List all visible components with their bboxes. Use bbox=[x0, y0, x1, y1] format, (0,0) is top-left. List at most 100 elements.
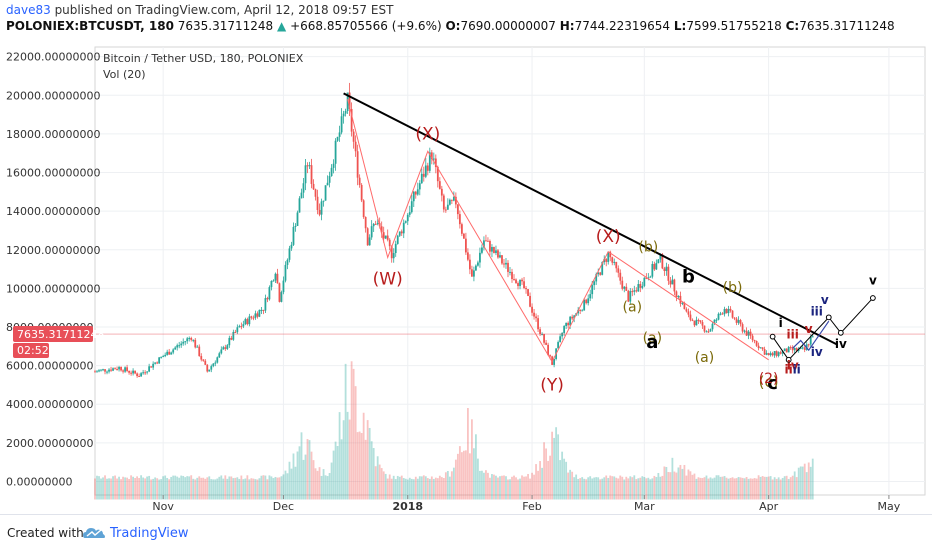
candle-body bbox=[166, 351, 169, 355]
candle-body bbox=[503, 263, 505, 265]
volume-bar bbox=[298, 446, 301, 500]
volume-bar bbox=[374, 466, 377, 500]
volume-bar bbox=[320, 475, 323, 500]
candle-body bbox=[172, 349, 175, 353]
candle-body bbox=[230, 337, 233, 340]
candle-body bbox=[340, 116, 343, 133]
volume-bar bbox=[338, 412, 341, 500]
candle-body bbox=[477, 262, 479, 266]
volume-bar bbox=[152, 478, 155, 500]
volume-bar bbox=[715, 475, 718, 500]
candle-body bbox=[767, 353, 770, 356]
volume-bar bbox=[771, 479, 774, 500]
volume-bar bbox=[779, 479, 782, 500]
price-tick-label: 6000.00000000 bbox=[6, 360, 93, 373]
volume-bar bbox=[120, 479, 122, 500]
candle-body bbox=[244, 319, 247, 325]
candle-body bbox=[651, 263, 654, 277]
volume-bar bbox=[170, 476, 173, 500]
time-tick-label: Feb bbox=[522, 500, 541, 513]
volume-bar bbox=[575, 474, 578, 500]
candle-body bbox=[350, 108, 353, 132]
candle-body bbox=[300, 192, 303, 199]
candle-body bbox=[146, 371, 149, 373]
price-axis[interactable]: 22000.00000000 20000.00000000 18000.000000… bbox=[6, 51, 100, 489]
volume-bar bbox=[585, 479, 588, 500]
candle-body bbox=[781, 351, 784, 354]
candle-body bbox=[537, 318, 539, 330]
open-value: 7690.00000007 bbox=[460, 19, 556, 33]
candle-body bbox=[491, 247, 493, 252]
author-link[interactable]: dave83 bbox=[6, 3, 51, 17]
candle-body bbox=[144, 372, 147, 374]
volume-bar bbox=[382, 471, 385, 500]
candle-body bbox=[529, 295, 531, 307]
footer: Created with TradingView bbox=[0, 514, 932, 551]
candle-body bbox=[424, 165, 427, 177]
volume-bar bbox=[360, 433, 363, 500]
volume-bar bbox=[182, 475, 185, 500]
wave-label: (c) bbox=[759, 373, 779, 391]
candle-body bbox=[625, 286, 628, 291]
volume-bar bbox=[735, 478, 738, 500]
tradingview-brand-link[interactable]: TradingView bbox=[110, 526, 189, 541]
volume-bar bbox=[326, 476, 329, 500]
time-tick-label: Dec bbox=[273, 500, 294, 513]
candle-body bbox=[188, 338, 191, 340]
candle-body bbox=[683, 302, 686, 310]
volume-bar bbox=[362, 412, 365, 500]
price-chart[interactable]: (X)(W)(Y)(X)(b)(a)(b)(a)(a)(c)bac(2)iiii… bbox=[0, 0, 932, 514]
candle-body bbox=[775, 351, 778, 356]
volume-bar bbox=[154, 477, 157, 500]
time-axis[interactable]: Nov Dec 2018 Feb Mar Apr May bbox=[152, 495, 901, 513]
price-tick-label: 12000.00000000 bbox=[6, 244, 100, 257]
volume-bar bbox=[753, 478, 756, 500]
candle-body bbox=[719, 313, 722, 315]
candle-body bbox=[493, 247, 495, 253]
candle-body bbox=[228, 337, 231, 346]
volume-bar bbox=[677, 467, 680, 500]
candle-body bbox=[198, 346, 201, 357]
high-value: 7744.22319654 bbox=[574, 19, 671, 33]
candle-body bbox=[288, 248, 291, 260]
candle-body bbox=[763, 349, 766, 355]
candle-body bbox=[168, 351, 171, 355]
candle-body bbox=[102, 369, 104, 371]
volume-bar bbox=[617, 478, 620, 500]
volume-bar bbox=[246, 475, 249, 500]
volume-bar bbox=[531, 472, 533, 500]
candle-body bbox=[531, 306, 533, 313]
volume-bar bbox=[513, 475, 515, 500]
volume-bar bbox=[685, 475, 688, 500]
candle-body bbox=[416, 189, 419, 195]
volume-bar bbox=[587, 477, 590, 500]
candle-body bbox=[402, 222, 405, 234]
candle-body bbox=[282, 280, 285, 293]
candle-body bbox=[601, 262, 604, 275]
candle-body bbox=[607, 251, 610, 262]
volume-bar bbox=[180, 475, 183, 500]
candle-body bbox=[106, 371, 108, 373]
candle-body bbox=[316, 196, 319, 210]
volume-bar bbox=[176, 476, 179, 500]
legend-volume: Vol (20) bbox=[103, 68, 146, 81]
volume-bar bbox=[503, 475, 505, 500]
volume-bar bbox=[344, 363, 347, 500]
wave-label: (a) bbox=[623, 300, 643, 316]
candle-body bbox=[354, 141, 357, 152]
candle-body bbox=[208, 369, 211, 372]
candle-body bbox=[426, 165, 429, 171]
symbol-label: POLONIEX:BTCUSDT, 180 bbox=[6, 19, 174, 33]
candle-body bbox=[412, 191, 415, 202]
candle-body bbox=[418, 183, 421, 190]
wave-label: c bbox=[767, 373, 778, 394]
volume-bar bbox=[328, 473, 331, 500]
candle-body bbox=[346, 92, 349, 112]
price-tag-box bbox=[13, 326, 93, 343]
volume-bar bbox=[809, 466, 812, 500]
candle-body bbox=[497, 250, 499, 258]
volume-bar bbox=[639, 477, 642, 500]
volume-bar bbox=[541, 467, 543, 500]
candle-body bbox=[705, 331, 708, 333]
volume-bar bbox=[384, 473, 387, 500]
